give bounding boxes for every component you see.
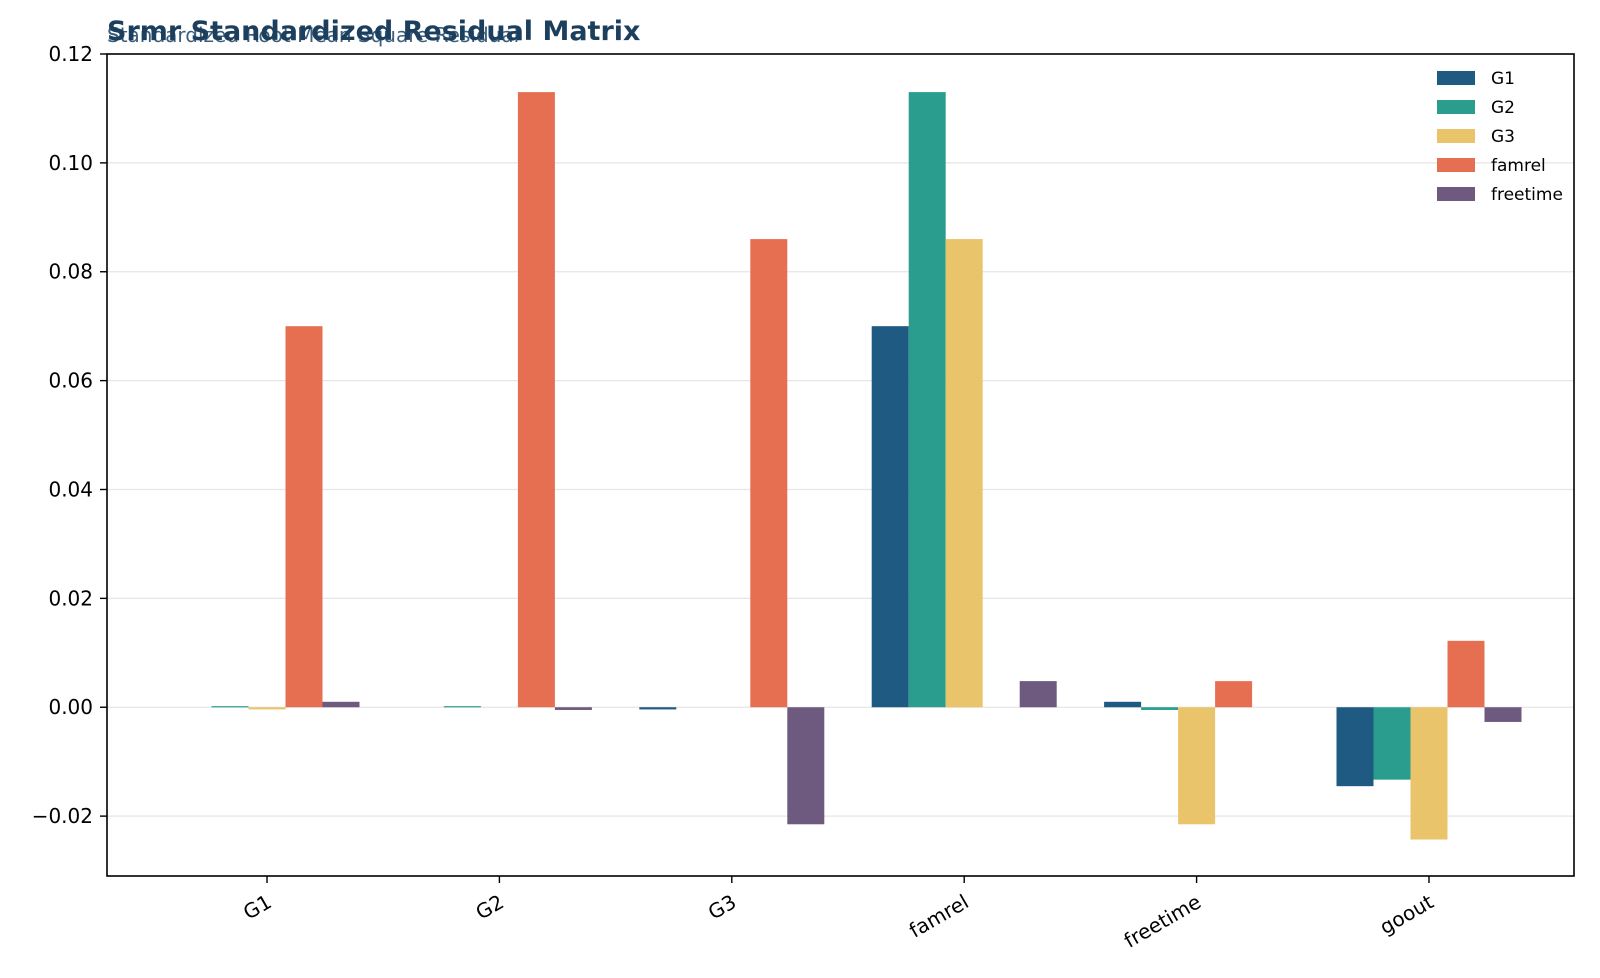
bar-G3-goout: [1410, 707, 1448, 840]
bar-G2-G1: [211, 706, 249, 708]
legend-swatch-famrel: [1437, 158, 1475, 172]
y-tick-label: 0.04: [48, 477, 93, 501]
y-tick-label: 0.06: [48, 369, 93, 393]
bar-G2-famrel: [908, 92, 946, 708]
bar-freetime-goout: [1484, 707, 1522, 722]
legend: G1 G2 G3 famrel freetime: [1437, 69, 1563, 205]
legend-label-G1: G1: [1491, 69, 1515, 89]
bar-G2-G2: [443, 706, 481, 708]
legend-label-freetime: freetime: [1491, 185, 1563, 205]
legend-swatch-G2: [1437, 100, 1475, 114]
bar-freetime-G2: [554, 707, 592, 710]
legend-label-G2: G2: [1491, 98, 1515, 118]
bar-G3-G1: [248, 707, 286, 710]
bar-G2-goout: [1373, 707, 1411, 780]
y-tick-label: 0.00: [48, 695, 93, 719]
bar-famrel-G2: [517, 92, 555, 708]
bar-famrel-goout: [1447, 640, 1485, 708]
legend-label-famrel: famrel: [1491, 156, 1546, 176]
chart-subtitle: Standardized Root Mean Square Residual: [107, 23, 519, 47]
bar-G1-G3: [639, 707, 677, 710]
y-tick-label: −0.02: [32, 804, 93, 828]
legend-swatch-G1: [1437, 71, 1475, 85]
bar-famrel-freetime: [1215, 681, 1253, 708]
bar-G1-freetime: [1104, 701, 1142, 708]
y-tick-label: 0.12: [48, 42, 93, 66]
legend-swatch-freetime: [1437, 187, 1475, 201]
y-tick-label: 0.08: [48, 260, 93, 284]
bar-famrel-G3: [750, 239, 788, 708]
bar-freetime-G3: [787, 707, 825, 825]
bar-G3-freetime: [1178, 707, 1216, 825]
bar-famrel-G1: [285, 326, 323, 708]
y-axis-ticks: −0.02 0.00 0.02 0.04 0.06 0.08 0.10 0.12: [32, 42, 107, 828]
bars: [211, 92, 1522, 840]
y-tick-label: 0.10: [48, 151, 93, 175]
bar-G1-goout: [1336, 707, 1374, 787]
plot-frame: [106, 53, 1575, 877]
y-tick-label: 0.02: [48, 586, 93, 610]
bar-freetime-famrel: [1019, 681, 1057, 708]
legend-swatch-G3: [1437, 129, 1475, 143]
bar-G2-freetime: [1141, 707, 1179, 710]
bar-freetime-G1: [322, 701, 360, 708]
chart-title: Srmr Standardized Residual Matrix: [107, 16, 640, 47]
bar-G1-famrel: [871, 326, 909, 708]
legend-label-G3: G3: [1491, 127, 1515, 147]
bar-G3-famrel: [945, 239, 983, 708]
